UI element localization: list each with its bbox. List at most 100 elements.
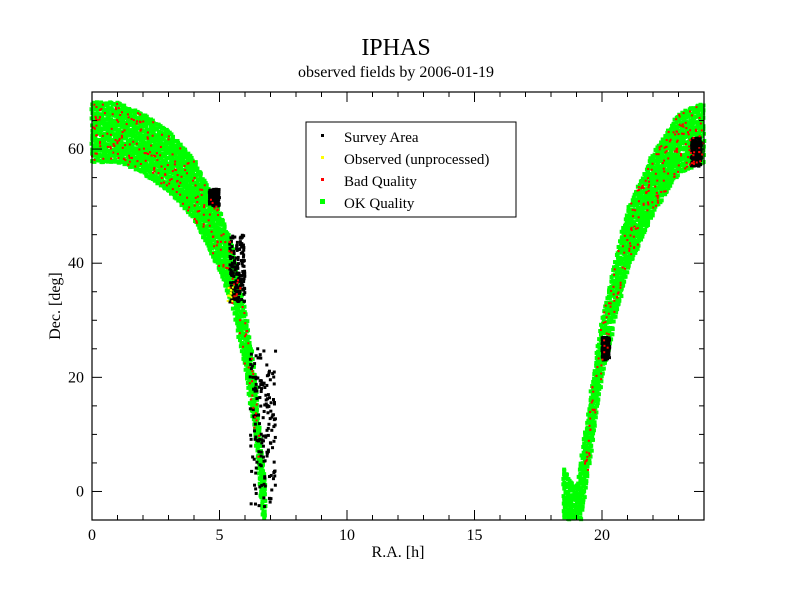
bad-quality-point [589,411,592,414]
bad-quality-point [667,130,670,133]
survey-area-point [265,374,269,378]
ok-quality-point [197,221,202,226]
ok-quality-point [599,379,604,384]
survey-area-point [252,387,256,391]
ok-quality-point [239,333,244,338]
ok-quality-point [176,187,181,192]
survey-area-point [238,291,242,295]
ok-quality-point [621,282,626,287]
bad-quality-point [220,234,223,237]
survey-area-point [249,444,253,448]
ok-quality-point [198,213,203,218]
ok-quality-point [642,210,647,215]
survey-area-point [211,202,215,206]
ok-quality-point [204,210,209,215]
bad-quality-point [180,175,183,178]
survey-area-point [236,296,240,300]
bad-quality-point [677,164,680,167]
bad-quality-point [127,154,130,157]
bad-quality-point [660,190,663,193]
survey-area-point [236,286,240,290]
ok-quality-point [579,476,584,481]
legend: Survey Area Observed (unprocessed) Bad Q… [305,121,517,218]
ok-quality-point [262,509,267,514]
survey-area-point [261,444,265,448]
bad-quality-point [645,191,648,194]
ok-quality-point [654,148,659,153]
ok-quality-point [627,218,632,223]
ok-quality-point [637,238,642,243]
bad-quality-point [676,150,679,153]
ok-quality-point [633,203,638,208]
ok-quality-point [584,443,589,448]
ok-quality-point [138,113,143,118]
survey-area-point [604,348,608,352]
ok-quality-point [179,165,184,170]
ok-quality-point [627,257,632,262]
bad-quality-point [122,157,125,160]
ok-quality-point [693,114,698,119]
ok-quality-point [582,464,587,469]
ok-quality-point [636,243,641,248]
ok-quality-point [122,103,127,108]
ok-quality-point [676,149,681,154]
ok-quality-point [585,420,590,425]
ok-quality-point [683,131,688,136]
survey-area-point [693,145,697,149]
ok-quality-point [580,504,585,509]
ok-quality-point [152,132,157,137]
ok-quality-point [585,464,590,469]
ok-quality-point [242,304,247,309]
bad-quality-point [171,170,174,173]
survey-area-point [253,386,257,390]
bad-quality-point [673,150,676,153]
y-tick-label: 60 [68,141,84,158]
survey-area-point [256,347,260,351]
bad-quality-point [219,248,222,251]
survey-area-point [259,383,263,387]
survey-area-point [231,255,235,259]
survey-area-point [253,422,257,426]
survey-area-point [243,291,247,295]
bad-quality-point [637,216,640,219]
survey-area-point [231,271,235,275]
ok-quality-point [670,146,675,151]
ok-quality-point [669,180,674,185]
survey-area-point [258,437,262,441]
survey-area-point [255,460,259,464]
ok-quality-point [580,493,585,498]
bad-quality-point [179,181,182,184]
bad-quality-point [152,121,155,124]
ok-quality-point [124,126,129,131]
bad-quality-point [662,179,665,182]
ok-quality-point [614,278,619,283]
ok-quality-point [178,142,183,147]
bad-quality-point [117,120,120,123]
survey-area-point [243,272,247,276]
bad-quality-point [201,188,204,191]
observed-point [231,300,234,303]
survey-area-point [260,387,264,391]
ok-quality-point [174,196,179,201]
ok-quality-point [645,210,650,215]
ok-quality-point [177,169,182,174]
survey-area-point [606,355,610,359]
survey-area-point [259,464,263,468]
ok-quality-point [150,131,155,136]
survey-area-point [231,293,235,297]
y-tick-label: 20 [68,369,84,386]
ok-quality-point [601,319,606,324]
bad-quality-point [647,189,650,192]
bad-quality-point [195,219,198,222]
ok-quality-point [184,166,189,171]
bad-quality-point [239,319,242,322]
survey-area-point [211,190,215,194]
ok-quality-point [578,486,583,491]
survey-area-point [697,162,701,166]
ok-quality-point [631,253,636,258]
survey-area-point [229,257,233,261]
bad-quality-point [184,169,187,172]
survey-area-point [262,482,266,486]
bad-quality-point [111,113,114,116]
bad-quality-point [162,181,165,184]
